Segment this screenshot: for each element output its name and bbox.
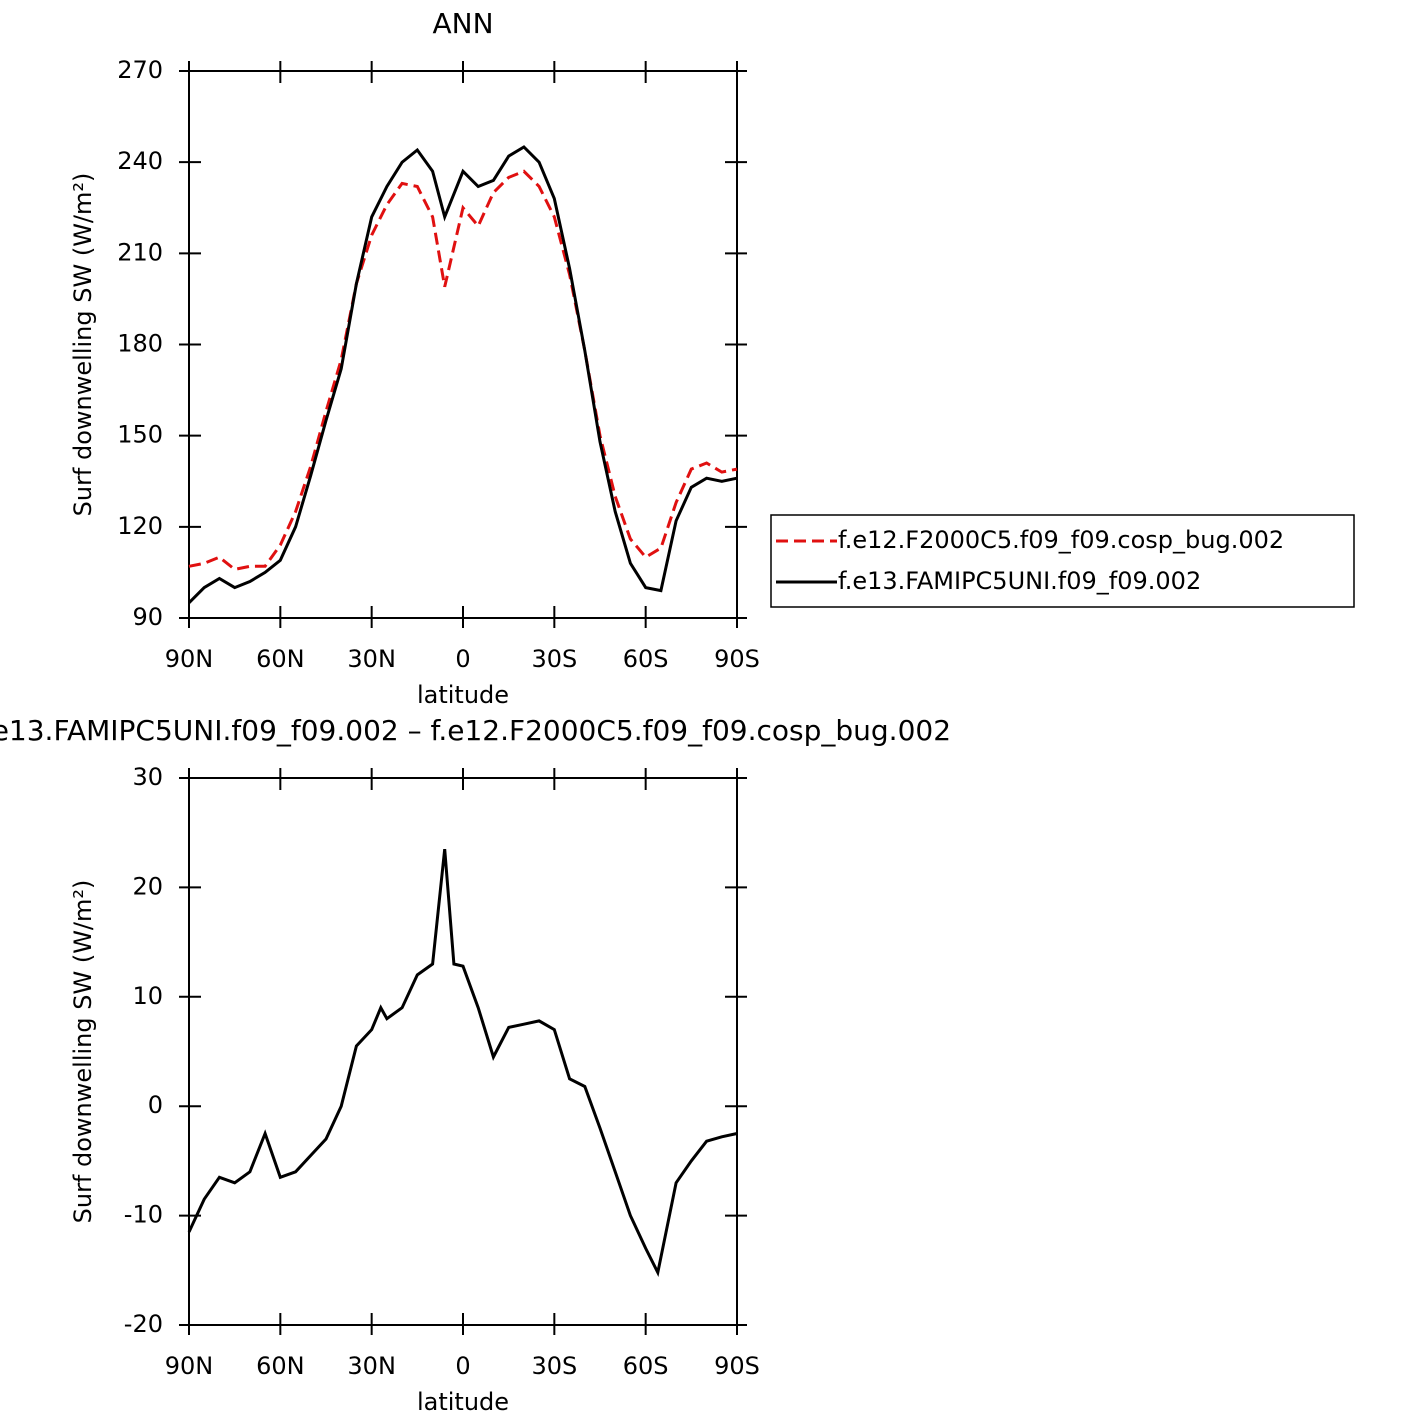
line-series: [188, 169, 738, 572]
y-axis-label: Surf downwelling SW (W/m²): [69, 173, 97, 517]
legend-label: f.e12.F2000C5.f09_f09.cosp_bug.002: [838, 526, 1284, 554]
y-tick-label: 90: [132, 603, 163, 631]
x-tick-label: 0: [455, 1352, 470, 1380]
x-tick-label: 90S: [714, 645, 760, 673]
x-tick-label: 90N: [165, 645, 214, 673]
x-tick-label: 30N: [347, 1352, 396, 1380]
chart-title: f.e13.FAMIPC5UNI.f09_f09.002 – f.e12.F20…: [0, 714, 951, 747]
y-axis-label: Surf downwelling SW (W/m²): [69, 880, 97, 1224]
y-tick-label: 120: [117, 512, 163, 540]
y-tick-label: 240: [117, 147, 163, 175]
plot-frame: [188, 777, 738, 1326]
legend-box: [770, 514, 1355, 608]
legend-label: f.e13.FAMIPC5UNI.f09_f09.002: [838, 567, 1201, 595]
y-tick-label: 10: [132, 982, 163, 1010]
line-series: [187, 848, 738, 1278]
line-series: [187, 145, 738, 604]
y-tick-label: 150: [117, 421, 163, 449]
y-tick-label: 180: [117, 330, 163, 358]
x-tick-label: 60N: [256, 1352, 305, 1380]
x-tick-label: 30N: [347, 645, 396, 673]
x-tick-label: 90N: [165, 1352, 214, 1380]
x-tick-label: 30S: [531, 1352, 577, 1380]
x-tick-label: 60S: [623, 1352, 669, 1380]
x-tick-label: 60S: [623, 645, 669, 673]
y-tick-label: 0: [148, 1091, 163, 1119]
x-axis-label: latitude: [417, 681, 509, 709]
y-tick-label: 30: [132, 763, 163, 791]
x-tick-label: 60N: [256, 645, 305, 673]
x-axis-label: latitude: [417, 1388, 509, 1416]
y-tick-label: 270: [117, 56, 163, 84]
x-tick-label: 30S: [531, 645, 577, 673]
x-tick-label: 90S: [714, 1352, 760, 1380]
y-tick-label: -10: [124, 1201, 163, 1229]
y-tick-label: -20: [124, 1310, 163, 1338]
plot-frame: [188, 70, 738, 619]
x-tick-label: 0: [455, 645, 470, 673]
y-tick-label: 20: [132, 872, 163, 900]
y-tick-label: 210: [117, 238, 163, 266]
chart-title: ANN: [432, 7, 493, 40]
